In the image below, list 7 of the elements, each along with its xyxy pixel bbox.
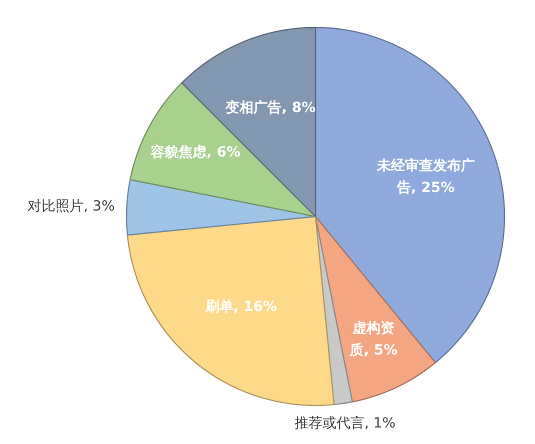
slice-label: 虚构资质, 5%: [348, 320, 398, 359]
slice-label: 容貌焦虑, 6%: [150, 143, 240, 160]
slice-label: 对比照片, 3%: [28, 198, 115, 215]
slice-label: 刷单, 16%: [204, 299, 278, 316]
slice-label: 变相广告, 8%: [224, 99, 316, 116]
slice-label: 未经审查发布广告, 25%: [376, 156, 475, 196]
slice-label: 推荐或代言, 1%: [294, 415, 396, 432]
